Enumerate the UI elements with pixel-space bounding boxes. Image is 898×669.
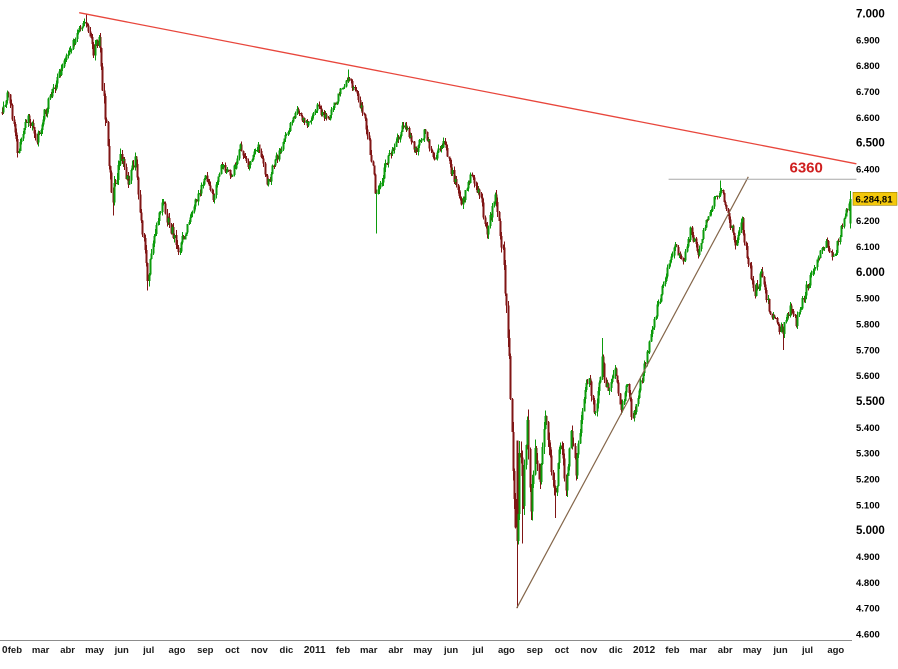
y-tick-label: 6.600: [856, 113, 880, 124]
y-tick-label: 4.800: [856, 578, 880, 589]
y-tick-label: 6.800: [856, 61, 880, 72]
y-tick-label: 6.400: [856, 165, 880, 176]
up-candle-wicks: [3, 18, 851, 545]
y-tick-label: 6.000: [856, 267, 885, 279]
x-month-label: jun: [114, 645, 129, 656]
up-candle-bodies: [2, 21, 852, 541]
x-month-label: abr: [60, 645, 75, 656]
last-price-tag: 6.284,81: [852, 192, 898, 206]
x-year-label: 2011: [304, 645, 326, 656]
y-tick-label: 4.700: [856, 604, 880, 615]
y-tick-label: 5.600: [856, 371, 880, 382]
x-month-label: nov: [251, 645, 269, 656]
y-tick-label: 5.200: [856, 475, 880, 486]
last-price-tag-value: 6.284,81: [856, 194, 894, 205]
x-month-label: oct: [555, 645, 570, 656]
y-tick-label: 4.900: [856, 552, 880, 563]
y-tick-label: 7.000: [856, 9, 885, 21]
x-month-label: nov: [580, 645, 598, 656]
down-candle-wicks: [2, 14, 848, 609]
y-tick-label: 5.900: [856, 294, 880, 305]
descending-trendline: [79, 12, 857, 165]
y-tick-label: 6.900: [856, 35, 880, 46]
y-tick-label: 5.500: [856, 396, 885, 408]
y-tick-label: 6.700: [856, 87, 880, 98]
x-month-label: jul: [801, 645, 813, 656]
y-tick-label: 5.400: [856, 423, 880, 434]
x-month-label: ago: [169, 645, 186, 656]
x-month-label: may: [743, 645, 763, 656]
y-tick-label: 5.300: [856, 449, 880, 460]
y-tick-label: 6.200: [856, 216, 880, 227]
x-month-label: mar: [32, 645, 50, 656]
y-tick-label: 6.100: [856, 242, 880, 253]
x-month-label: dic: [280, 645, 294, 656]
x-month-label: mar: [360, 645, 378, 656]
y-tick-label: 5.800: [856, 320, 880, 331]
y-tick-label: 5.100: [856, 500, 880, 511]
down-candle-bodies: [1, 21, 849, 541]
x-month-label: ago: [498, 645, 515, 656]
x-month-label: abr: [718, 645, 733, 656]
y-tick-label: 4.600: [856, 630, 880, 641]
x-month-label: sep: [197, 645, 214, 656]
x-month-label: jun: [772, 645, 787, 656]
x-month-label: may: [85, 645, 105, 656]
x-month-label: may: [413, 645, 433, 656]
x-month-label: feb: [665, 645, 679, 656]
x-month-label: feb: [8, 645, 22, 656]
x-month-label: jul: [142, 645, 154, 656]
x-month-label: sep: [527, 645, 544, 656]
x-year-label: 2012: [633, 645, 656, 656]
x-month-label: ago: [827, 645, 844, 656]
x-month-label: jul: [472, 645, 484, 656]
x-month-label: feb: [336, 645, 350, 656]
x-month-label: oct: [225, 645, 240, 656]
last-price-tag-background: [852, 192, 898, 206]
x-year-label: 0: [2, 645, 8, 656]
y-tick-label: 5.000: [856, 525, 885, 537]
x-month-label: mar: [689, 645, 707, 656]
candlestick-series: [1, 14, 852, 609]
x-axis: 0 feb mar abr may jun jul ago sep oct nov dic 2011 fe…: [0, 640, 852, 656]
x-month-label: dic: [609, 645, 623, 656]
y-tick-label: 5.700: [856, 345, 880, 356]
resistance-price-label: 6360: [790, 159, 823, 176]
y-axis: 7.0006.9006.8006.7006.6006.5006.4006.300…: [856, 9, 885, 641]
x-month-label: abr: [388, 645, 403, 656]
x-month-label: jun: [443, 645, 458, 656]
y-tick-label: 6.500: [856, 138, 885, 150]
ascending-trendline: [516, 176, 749, 609]
